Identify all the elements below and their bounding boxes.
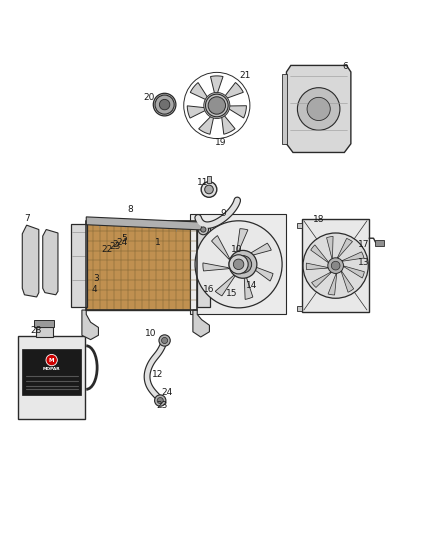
- Text: 9: 9: [220, 209, 226, 218]
- Circle shape: [234, 256, 252, 273]
- Text: 17: 17: [358, 240, 369, 249]
- Circle shape: [331, 261, 340, 270]
- Polygon shape: [342, 252, 364, 261]
- Circle shape: [229, 255, 248, 274]
- Circle shape: [159, 99, 170, 110]
- Bar: [297, 223, 302, 228]
- Polygon shape: [225, 104, 247, 118]
- Bar: [302, 219, 369, 312]
- Text: 3: 3: [93, 274, 99, 283]
- Circle shape: [229, 251, 257, 278]
- Polygon shape: [221, 111, 235, 134]
- Text: 5: 5: [121, 233, 127, 243]
- Text: 23: 23: [110, 241, 121, 251]
- Text: 8: 8: [127, 205, 133, 214]
- Polygon shape: [193, 310, 209, 337]
- Polygon shape: [249, 265, 273, 281]
- Polygon shape: [215, 274, 236, 296]
- Circle shape: [204, 92, 230, 118]
- Bar: [35, 320, 54, 327]
- Bar: [375, 240, 385, 246]
- Polygon shape: [203, 263, 229, 271]
- Text: 1: 1: [155, 238, 161, 247]
- Bar: [22, 349, 81, 395]
- Text: 14: 14: [246, 281, 257, 290]
- Circle shape: [159, 335, 170, 346]
- Text: 20: 20: [144, 93, 155, 102]
- Circle shape: [233, 259, 244, 270]
- Circle shape: [198, 224, 208, 235]
- Bar: [86, 221, 197, 310]
- Polygon shape: [43, 230, 58, 295]
- Polygon shape: [86, 217, 201, 230]
- Polygon shape: [22, 225, 39, 297]
- Polygon shape: [244, 273, 253, 300]
- Text: 28: 28: [31, 326, 42, 335]
- Circle shape: [303, 233, 368, 298]
- Text: 12: 12: [152, 370, 163, 379]
- Circle shape: [328, 258, 343, 273]
- Text: 21: 21: [240, 71, 251, 80]
- Text: 24: 24: [117, 238, 127, 247]
- Text: 15: 15: [226, 289, 238, 298]
- Polygon shape: [337, 238, 353, 258]
- Circle shape: [46, 354, 57, 366]
- Bar: [297, 305, 302, 311]
- Bar: [18, 336, 85, 419]
- Text: 10: 10: [231, 245, 242, 254]
- Polygon shape: [82, 310, 99, 340]
- Text: 16: 16: [203, 285, 215, 294]
- Text: 18: 18: [313, 215, 325, 224]
- Circle shape: [205, 94, 228, 117]
- Polygon shape: [343, 266, 364, 278]
- Polygon shape: [311, 245, 328, 263]
- Bar: [282, 74, 287, 144]
- Circle shape: [297, 88, 340, 130]
- Polygon shape: [212, 236, 230, 259]
- Polygon shape: [237, 229, 248, 254]
- Circle shape: [205, 185, 213, 194]
- Text: 19: 19: [215, 138, 226, 147]
- Polygon shape: [190, 83, 210, 103]
- Polygon shape: [341, 271, 354, 292]
- Text: 2: 2: [113, 240, 118, 249]
- Text: 10: 10: [145, 329, 156, 338]
- Text: 13: 13: [358, 257, 369, 266]
- Text: 4: 4: [91, 285, 97, 294]
- Polygon shape: [187, 106, 211, 118]
- Bar: [71, 224, 87, 306]
- Polygon shape: [286, 66, 351, 152]
- Circle shape: [155, 95, 174, 114]
- Text: 11: 11: [197, 179, 208, 188]
- Polygon shape: [311, 272, 332, 287]
- Polygon shape: [328, 273, 337, 295]
- Text: M: M: [49, 358, 54, 362]
- Polygon shape: [306, 263, 328, 270]
- Polygon shape: [221, 83, 244, 100]
- Circle shape: [195, 221, 282, 308]
- Text: 7: 7: [25, 214, 30, 223]
- Bar: [86, 221, 197, 310]
- Text: 6: 6: [343, 62, 348, 71]
- Polygon shape: [211, 76, 223, 98]
- Circle shape: [162, 337, 168, 344]
- Circle shape: [157, 398, 163, 403]
- Bar: [36, 327, 53, 337]
- Text: MOPAR: MOPAR: [43, 367, 60, 371]
- Bar: [197, 224, 210, 306]
- Circle shape: [208, 97, 226, 114]
- Polygon shape: [246, 243, 271, 257]
- Polygon shape: [199, 113, 216, 134]
- Text: 23: 23: [157, 401, 168, 410]
- Bar: [207, 176, 211, 182]
- Circle shape: [155, 395, 166, 406]
- Polygon shape: [327, 236, 333, 259]
- Circle shape: [307, 98, 330, 120]
- Circle shape: [201, 182, 217, 197]
- Circle shape: [153, 93, 176, 116]
- Text: 22: 22: [101, 246, 112, 254]
- Polygon shape: [190, 214, 286, 314]
- Circle shape: [201, 227, 206, 232]
- Text: 24: 24: [161, 388, 173, 397]
